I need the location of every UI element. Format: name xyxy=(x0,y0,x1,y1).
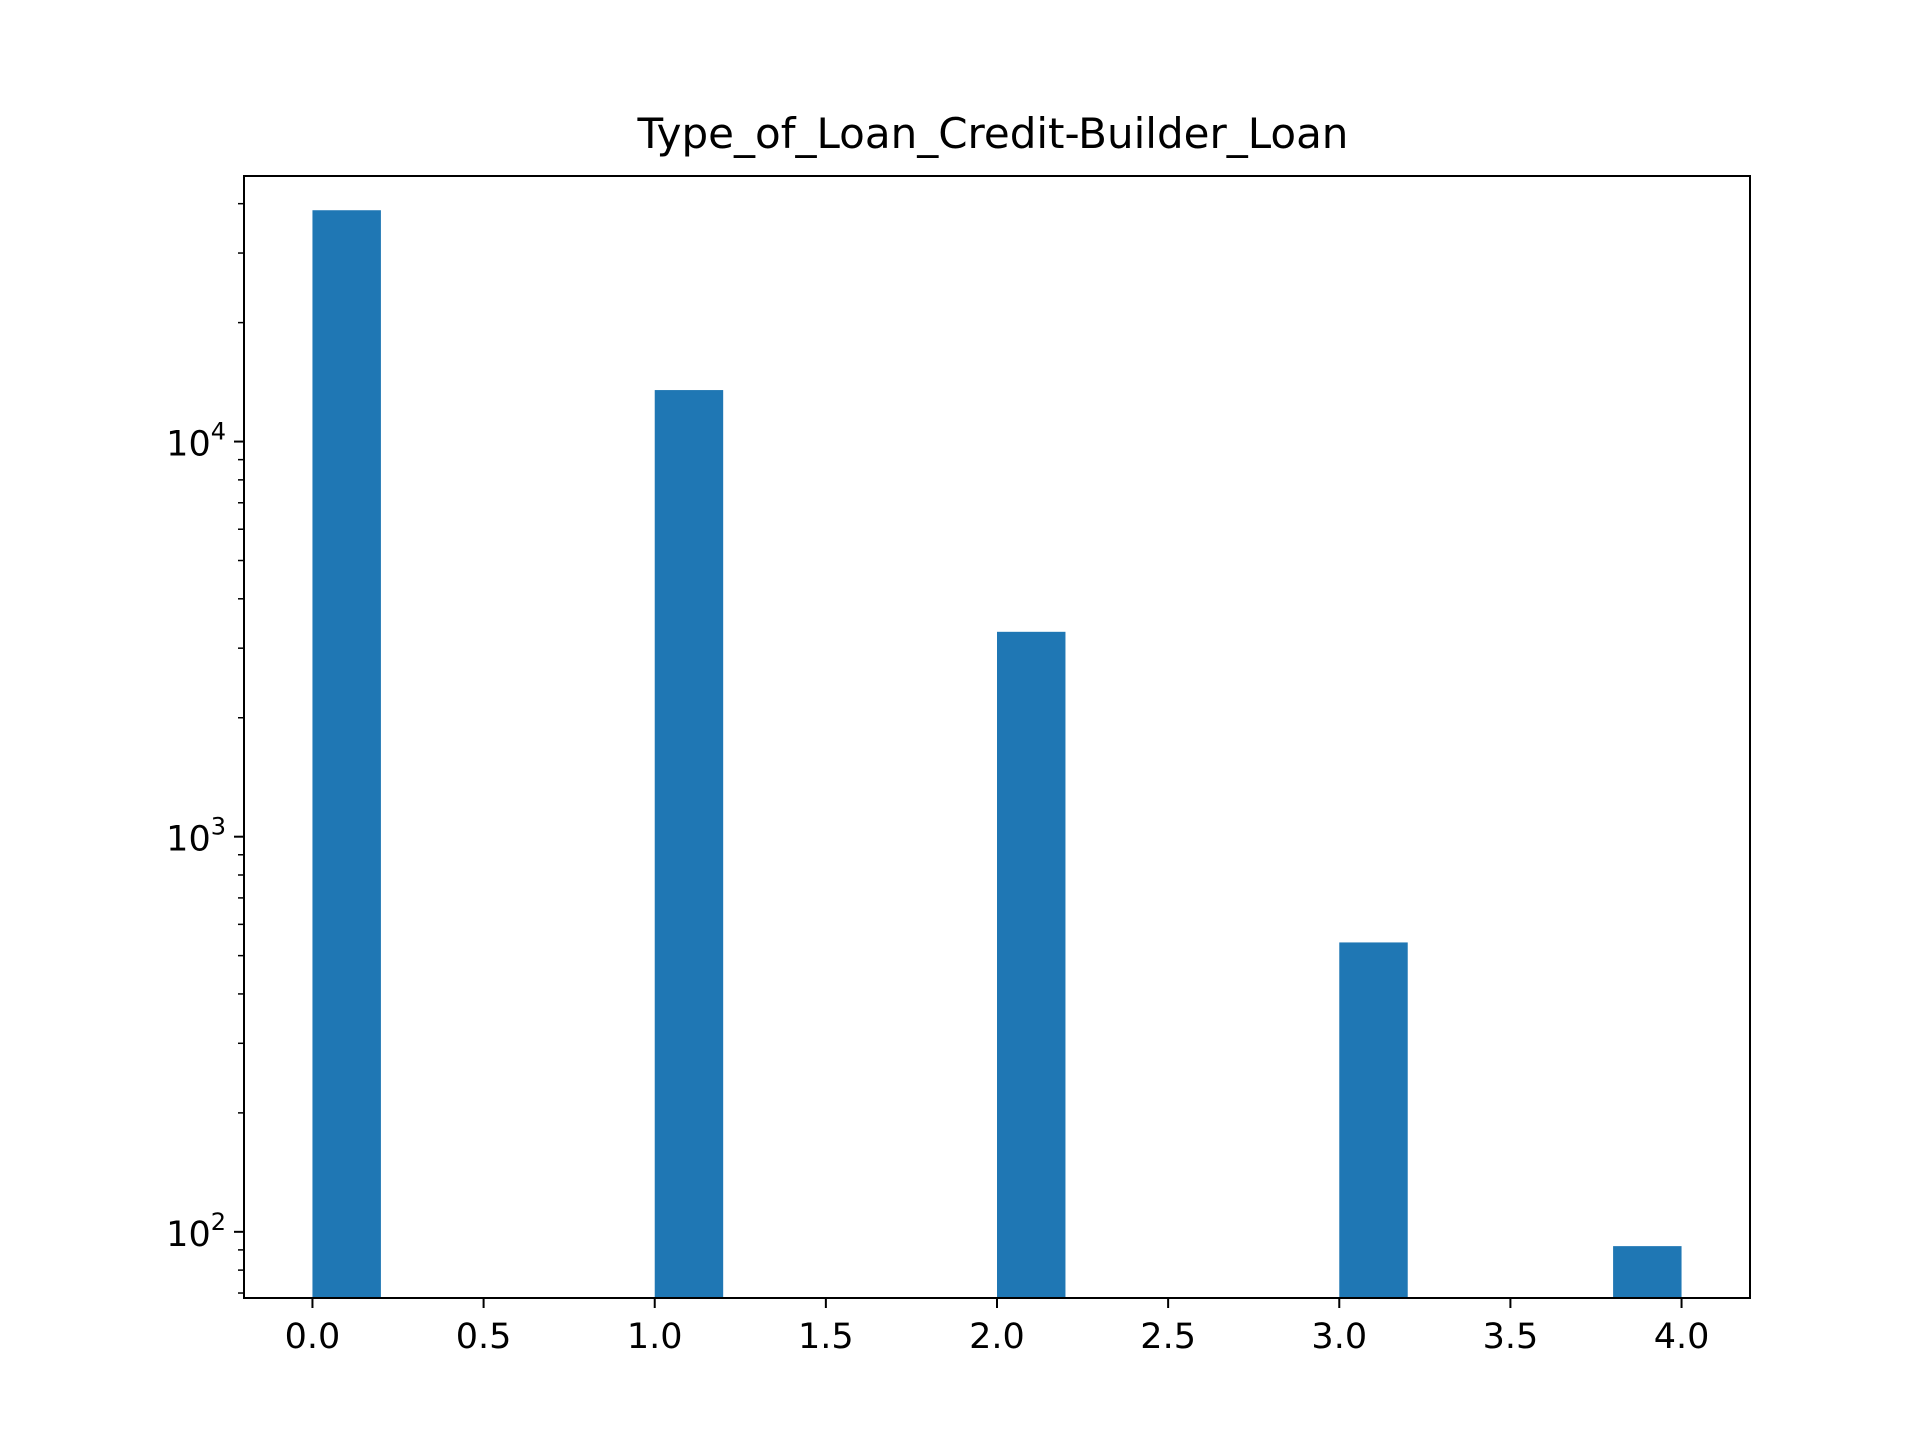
bar-2 xyxy=(997,631,1066,1298)
bar-1 xyxy=(654,390,724,1299)
x-tick-label-1: 0.5 xyxy=(456,1317,512,1357)
bars-group xyxy=(312,210,1682,1299)
x-ticks: 0.0 0.5 1.0 1.5 2.0 2.5 3.0 3.5 4.0 xyxy=(285,1298,1710,1357)
x-tick-label-5: 2.5 xyxy=(1140,1317,1196,1357)
y-tick-label-2: 104 xyxy=(166,418,226,465)
x-tick-label-4: 2.0 xyxy=(969,1317,1025,1357)
x-tick-label-7: 3.5 xyxy=(1483,1317,1539,1357)
bar-3 xyxy=(1339,942,1408,1298)
x-tick-label-2: 1.0 xyxy=(627,1317,683,1357)
x-tick-label-0: 0.0 xyxy=(285,1317,341,1357)
chart-title: Type_of_Loan_Credit-Builder_Loan xyxy=(637,109,1349,158)
y-major-ticks: 102 103 104 xyxy=(166,418,244,1255)
x-tick-label-8: 4.0 xyxy=(1654,1317,1710,1357)
bar-0 xyxy=(312,210,381,1299)
bar-4 xyxy=(1613,1246,1682,1298)
y-tick-label-0: 102 xyxy=(166,1208,226,1255)
plot-frame xyxy=(243,175,1751,1299)
x-tick-label-6: 3.0 xyxy=(1311,1317,1367,1357)
x-tick-label-3: 1.5 xyxy=(798,1317,854,1357)
y-tick-label-1: 103 xyxy=(166,813,226,860)
